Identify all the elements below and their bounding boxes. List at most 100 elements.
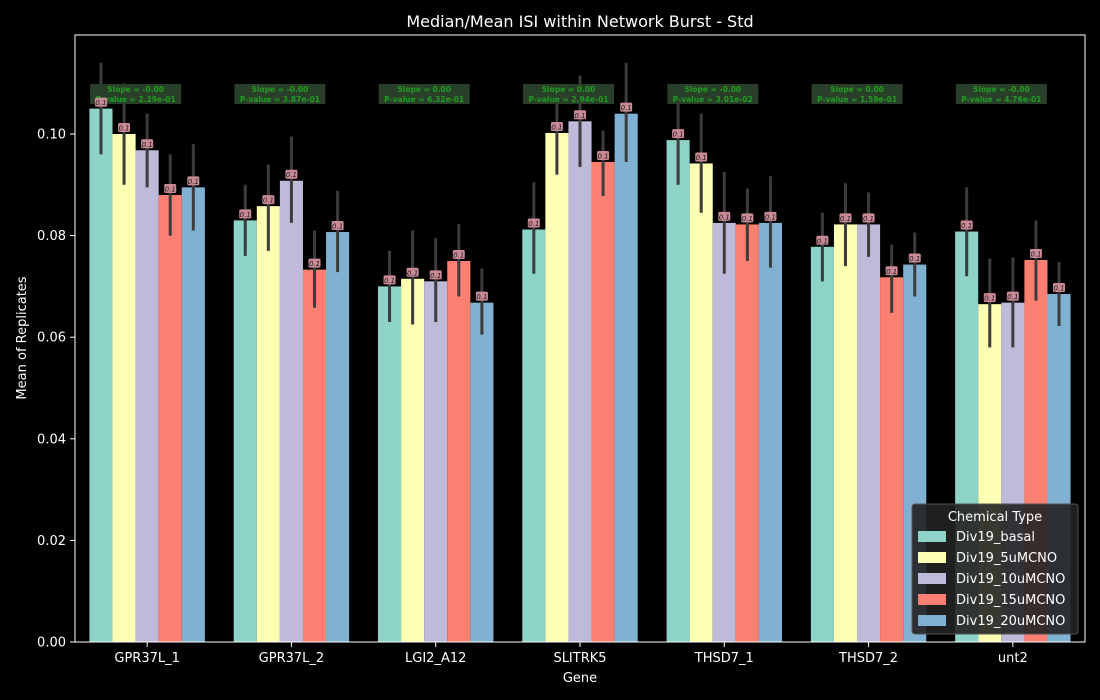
bar-value-badge [429, 270, 442, 280]
bar-value-label: 0.1 [263, 197, 274, 205]
bar-value-badge [527, 218, 540, 228]
slope-text: Slope = -0.00 [107, 85, 164, 94]
x-tick-label: GPR37L_2 [259, 651, 325, 666]
bar-value-badge [983, 293, 996, 303]
bar [135, 150, 159, 643]
bar-value-label: 0.1 [165, 185, 176, 193]
bar-value-label: 0.1 [817, 237, 828, 245]
legend-label: Div19_15uMCNO [956, 593, 1065, 608]
bar-value-badge [285, 169, 298, 179]
bar [401, 278, 425, 642]
bar-value-label: 0.1 [742, 215, 753, 223]
bar-value-badge [885, 266, 898, 276]
bar-value-badge [331, 221, 344, 231]
bar [666, 140, 690, 642]
bar-value-badge [1006, 291, 1019, 301]
bar [614, 113, 638, 643]
bar-value-label: 0.1 [430, 272, 441, 280]
bar-value-label: 0.1 [840, 215, 851, 223]
x-tick-label: unt2 [998, 651, 1028, 666]
legend-title: Chemical Type [948, 510, 1042, 525]
p-value-text: P-value = 3.87e-01 [240, 95, 320, 104]
bar [758, 222, 782, 642]
bar-value-label: 0.1 [621, 104, 632, 112]
bar-value-label: 0.1 [95, 99, 106, 107]
bar-value-badge [839, 213, 852, 223]
bar [158, 194, 182, 642]
bar-value-label: 0.1 [188, 178, 199, 186]
legend-label: Div19_10uMCNO [956, 572, 1065, 587]
bar [857, 224, 881, 642]
y-axis-ticks: 0.00 0.02 0.04 0.06 0.08 0.10 [37, 128, 75, 651]
bar [326, 232, 350, 642]
slope-text: Slope = -0.00 [684, 85, 741, 94]
bar-value-badge [764, 211, 777, 221]
bar-value-badge [1053, 283, 1066, 293]
bar-value-badge [164, 183, 177, 193]
bar-value-labels: 0.1 0.1 0.1 0.1 0.1 0.1 0.1 0.1 0.1 0.1 0.1 0.1 0.1 0… [94, 97, 1066, 303]
y-tick-label: 0.02 [37, 534, 66, 549]
legend: Chemical Type Div19_basal Div19_5uMCNO Div… [911, 503, 1079, 635]
bar-value-label: 0.1 [551, 123, 562, 131]
bar [470, 302, 494, 642]
bar-value-label: 0.1 [384, 277, 395, 285]
bar-value-label: 0.1 [574, 112, 585, 120]
bar [424, 281, 448, 642]
bar-value-badge [816, 235, 829, 245]
bar-value-label: 0.1 [765, 213, 776, 221]
bar [735, 224, 759, 642]
bar-value-badge [672, 129, 685, 139]
bar-value-label: 0.1 [673, 131, 684, 139]
bar-value-label: 0.1 [863, 215, 874, 223]
slope-text: Slope = -0.00 [252, 85, 309, 94]
bar [833, 224, 858, 642]
stat-annotation-box [90, 84, 182, 104]
x-tick-label: LGI2_A12 [405, 651, 466, 666]
x-tick-label: THSD7_2 [838, 651, 898, 666]
legend-swatch [918, 531, 946, 542]
bar-value-label: 0.1 [309, 260, 320, 268]
x-axis-label: Gene [563, 671, 597, 686]
bar-value-badge [1029, 248, 1042, 258]
bar-value-badge [597, 150, 610, 160]
bar-value-badge [262, 195, 275, 205]
bar [112, 134, 136, 642]
bar-value-label: 0.1 [332, 223, 343, 231]
bar-value-label: 0.1 [118, 125, 129, 133]
bar-value-label: 0.1 [1053, 285, 1064, 293]
bar-value-badge [695, 152, 708, 162]
slope-text: Slope = 0.00 [542, 85, 596, 94]
y-tick-label: 0.10 [37, 128, 66, 143]
bar-value-badge [475, 291, 488, 301]
slope-text: Slope = 0.00 [397, 85, 451, 94]
bar-value-badge [741, 213, 754, 223]
x-tick-label: THSD7_1 [694, 651, 754, 666]
bar-value-badge [118, 123, 131, 132]
stat-annotation-box [811, 84, 903, 104]
error-bars [99, 62, 1061, 348]
bar-value-badge [574, 110, 586, 120]
p-value-text: P-value = 2.29e-01 [96, 95, 176, 104]
bar-value-label: 0.1 [528, 220, 539, 228]
stat-annotation-box [667, 84, 759, 104]
bar-value-label: 0.1 [696, 154, 707, 162]
bar [89, 108, 113, 643]
bar-value-label: 0.1 [909, 255, 920, 263]
bar-value-label: 0.1 [407, 269, 418, 277]
y-tick-label: 0.06 [37, 331, 66, 346]
bar [689, 163, 713, 643]
bar-value-badge [452, 250, 465, 259]
bar-value-badge [141, 139, 154, 149]
legend-swatch [918, 615, 946, 626]
p-value-text: P-value = 4.76e-01 [961, 95, 1041, 104]
bar [279, 180, 303, 642]
bar [233, 220, 257, 643]
bar-value-badge [620, 102, 633, 112]
stat-annotation-box [378, 84, 470, 104]
bar-value-badge [960, 220, 973, 230]
bar-value-badge [862, 213, 875, 223]
legend-swatch [918, 594, 946, 605]
p-value-text: P-value = 1.59e-01 [817, 95, 897, 104]
